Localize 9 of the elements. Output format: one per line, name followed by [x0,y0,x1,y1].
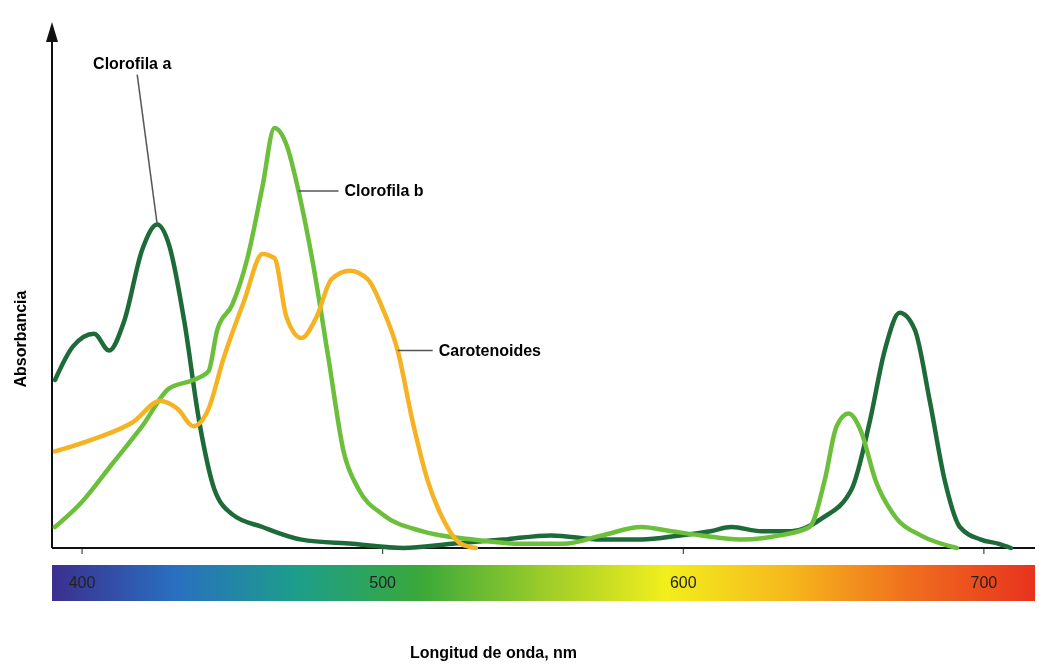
x-tick-label: 500 [369,574,397,591]
text: Carotenoides [438,341,542,359]
x-tick-label: 400 [68,574,96,591]
y-axis-title: Absorbancia [12,290,29,388]
x-tick-label: 600 [669,574,697,591]
text: Clorofila b [344,182,424,199]
text: Clorofila a [93,54,172,72]
x-axis-title: Longitud de onda, nm [409,644,578,661]
x-tick-label: 700 [970,574,998,591]
